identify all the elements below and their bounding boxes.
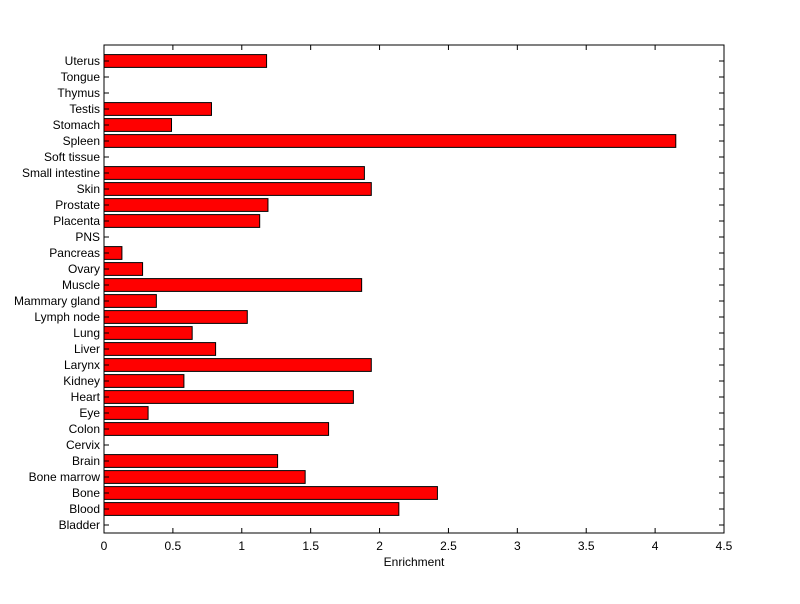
bar-skin — [103, 182, 372, 196]
x-tick-label-5: 2.5 — [440, 539, 457, 553]
bar-lung — [103, 326, 193, 340]
y-tick-label-lung: Lung — [73, 326, 100, 340]
bar-prostate — [103, 198, 269, 212]
x-tick-label-7: 3.5 — [578, 539, 595, 553]
y-tick-label-bone: Bone — [72, 486, 100, 500]
bar-liver — [103, 342, 217, 356]
bar-ovary — [103, 262, 144, 276]
y-tick-label-lymph-node: Lymph node — [34, 310, 100, 324]
y-tick-label-muscle: Muscle — [62, 278, 100, 292]
bar-brain — [103, 454, 279, 468]
y-tick-label-tongue: Tongue — [61, 70, 101, 84]
y-tick-label-kidney: Kidney — [63, 374, 100, 388]
bar-heart — [103, 390, 354, 404]
y-tick-label-brain: Brain — [72, 454, 100, 468]
bar-uterus — [103, 54, 268, 68]
x-tick-label-9: 4.5 — [716, 539, 733, 553]
y-tick-label-soft-tissue: Soft tissue — [44, 150, 100, 164]
bar-placenta — [103, 214, 261, 228]
y-tick-label-eye: Eye — [79, 406, 100, 420]
x-axis-label: Enrichment — [384, 555, 445, 569]
y-tick-label-mammary-gland: Mammary gland — [14, 294, 100, 308]
y-tick-label-stomach: Stomach — [53, 118, 100, 132]
x-tick-label-8: 4 — [652, 539, 659, 553]
y-tick-label-prostate: Prostate — [55, 198, 100, 212]
y-tick-label-uterus: Uterus — [65, 54, 100, 68]
x-tick-label-2: 1 — [238, 539, 245, 553]
bar-testis — [103, 102, 212, 116]
bar-kidney — [103, 374, 185, 388]
bar-muscle — [103, 278, 363, 292]
y-tick-label-bladder: Bladder — [59, 518, 100, 532]
y-tick-label-pancreas: Pancreas — [49, 246, 100, 260]
x-tick-label-3: 1.5 — [302, 539, 319, 553]
y-tick-label-ovary: Ovary — [68, 262, 100, 276]
y-tick-label-larynx: Larynx — [64, 358, 100, 372]
bar-bone-marrow — [103, 470, 306, 484]
y-tick-label-skin: Skin — [77, 182, 100, 196]
bar-spleen — [103, 134, 677, 148]
bar-eye — [103, 406, 149, 420]
y-tick-label-bone-marrow: Bone marrow — [29, 470, 101, 484]
bar-blood — [103, 502, 400, 516]
y-tick-label-colon: Colon — [69, 422, 100, 436]
y-tick-label-placenta: Placenta — [53, 214, 100, 228]
bar-stomach — [103, 118, 173, 132]
bar-small-intestine — [103, 166, 365, 180]
y-tick-label-liver: Liver — [74, 342, 100, 356]
y-tick-label-thymus: Thymus — [57, 86, 100, 100]
plot-area-frame — [103, 44, 725, 534]
y-tick-label-small-intestine: Small intestine — [22, 166, 100, 180]
x-axis-ticks: 0 0.5 1 1.5 2 2.5 3 3.5 4 4.5 — [101, 45, 733, 553]
bar-larynx — [103, 358, 372, 372]
bar-colon — [103, 422, 330, 436]
y-tick-label-spleen: Spleen — [63, 134, 100, 148]
y-tick-label-blood: Blood — [69, 502, 100, 516]
bar-bone — [103, 486, 438, 500]
y-tick-label-pns: PNS — [75, 230, 100, 244]
x-tick-label-0: 0 — [101, 539, 108, 553]
bar-mammary-gland — [103, 294, 157, 308]
bar-lymph-node — [103, 310, 248, 324]
x-tick-label-1: 0.5 — [165, 539, 182, 553]
y-tick-label-heart: Heart — [71, 390, 101, 404]
x-tick-label-4: 2 — [376, 539, 383, 553]
x-tick-label-6: 3 — [514, 539, 521, 553]
bar-group — [103, 54, 677, 516]
y-tick-label-cervix: Cervix — [66, 438, 100, 452]
y-axis-ticks: Bladder Blood Bone Bone marrow Brain Cervix Co… — [14, 54, 724, 532]
y-tick-label-testis: Testis — [69, 102, 100, 116]
